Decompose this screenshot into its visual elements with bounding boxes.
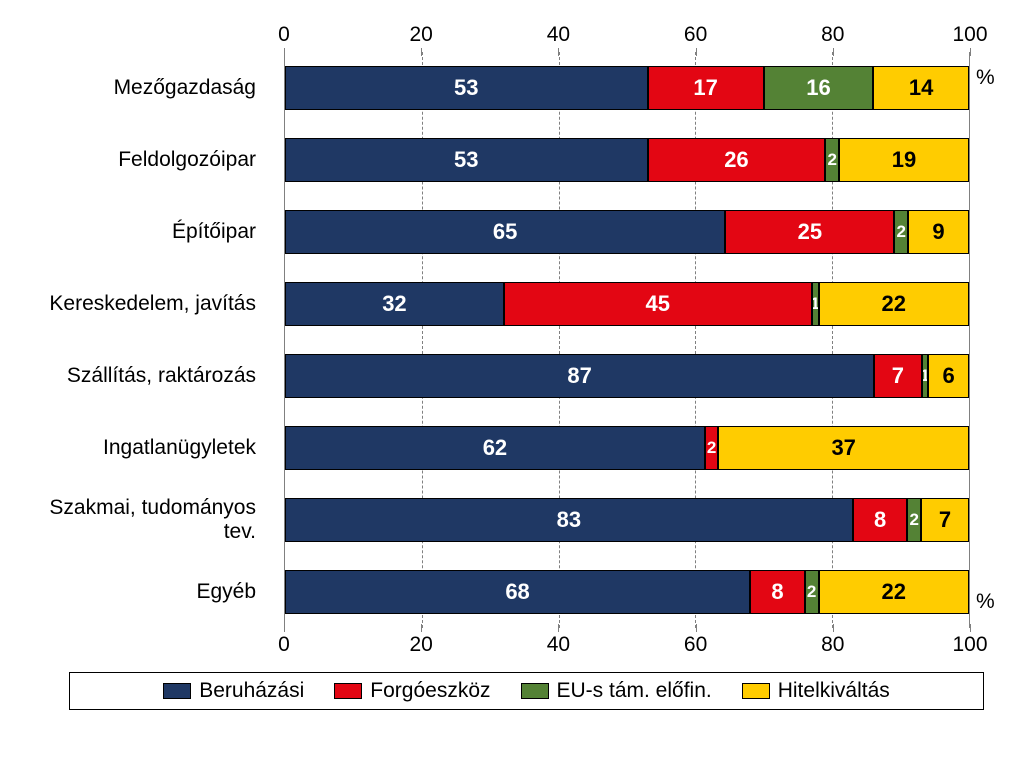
bar-row: 53171614 bbox=[285, 52, 969, 124]
bar-track: 652529 bbox=[285, 210, 969, 254]
category-label: Ingatlanügyletek bbox=[19, 412, 270, 484]
x-axis-top: 020406080100 % bbox=[19, 18, 1004, 52]
category-label: Kereskedelem, javítás bbox=[19, 268, 270, 340]
axis-tick-label: 40 bbox=[547, 633, 570, 657]
legend-label: Hitelkiváltás bbox=[778, 679, 890, 703]
bar-segment: 1 bbox=[922, 354, 929, 398]
bar-segment: 14 bbox=[873, 66, 969, 110]
bar-segment: 2 bbox=[805, 570, 819, 614]
bar-segment: 8 bbox=[853, 498, 908, 542]
bar-segment: 2 bbox=[907, 498, 921, 542]
percent-label-bottom: % bbox=[976, 590, 995, 614]
bar-segment: 53 bbox=[285, 66, 648, 110]
bar-segment: 68 bbox=[285, 570, 750, 614]
bar-segment: 7 bbox=[921, 498, 969, 542]
axis-tick-label: 20 bbox=[410, 23, 433, 47]
bar-row: 83827 bbox=[285, 484, 969, 556]
axis-tick-label: 100 bbox=[952, 633, 987, 657]
category-label: Építőipar bbox=[19, 196, 270, 268]
bar-segment: 53 bbox=[285, 138, 648, 182]
category-label: Szállítás, raktározás bbox=[19, 340, 270, 412]
axis-tick-label: 0 bbox=[278, 633, 290, 657]
bar-segment: 22 bbox=[819, 282, 969, 326]
legend-label: EU-s tám. előfin. bbox=[557, 679, 712, 703]
legend-swatch bbox=[334, 683, 362, 699]
bar-segment: 65 bbox=[285, 210, 725, 254]
axis-tick-label: 0 bbox=[278, 23, 290, 47]
bar-track: 62237 bbox=[285, 426, 969, 470]
axis-tick-label: 60 bbox=[684, 23, 707, 47]
bar-segment: 9 bbox=[908, 210, 969, 254]
bar-segment: 8 bbox=[750, 570, 805, 614]
bar-segment: 87 bbox=[285, 354, 874, 398]
axis-tick-label: 60 bbox=[684, 633, 707, 657]
bar-segment: 25 bbox=[725, 210, 894, 254]
stacked-bar-chart: 020406080100 % MezőgazdaságFeldolgozóipa… bbox=[19, 18, 1004, 710]
bar-segment: 2 bbox=[705, 426, 719, 470]
bar-segment: 22 bbox=[819, 570, 969, 614]
legend: Beruházási Forgóeszköz EU-s tám. előfin. Hi… bbox=[69, 672, 984, 710]
bar-track: 688222 bbox=[285, 570, 969, 614]
bar-segment: 26 bbox=[648, 138, 826, 182]
plot-region: MezőgazdaságFeldolgozóiparÉpítőiparKeres… bbox=[19, 52, 1004, 628]
category-label: Feldolgozóipar bbox=[19, 124, 270, 196]
bar-segment: 19 bbox=[839, 138, 969, 182]
bar-track: 53171614 bbox=[285, 66, 969, 110]
bar-track: 3245122 bbox=[285, 282, 969, 326]
bar-segment: 7 bbox=[874, 354, 921, 398]
bar-segment: 45 bbox=[504, 282, 812, 326]
bar-segment: 16 bbox=[764, 66, 873, 110]
legend-item: Hitelkiváltás bbox=[742, 679, 890, 703]
bar-row: 62237 bbox=[285, 412, 969, 484]
bar-segment: 62 bbox=[285, 426, 705, 470]
bar-row: 3245122 bbox=[285, 268, 969, 340]
legend-row: Beruházási Forgóeszköz EU-s tám. előfin. Hi… bbox=[19, 662, 1004, 710]
bar-segment: 37 bbox=[718, 426, 969, 470]
legend-item: EU-s tám. előfin. bbox=[521, 679, 712, 703]
bar-segment: 2 bbox=[894, 210, 908, 254]
legend-label: Beruházási bbox=[199, 679, 304, 703]
legend-item: Forgóeszköz bbox=[334, 679, 490, 703]
category-label: Szakmai, tudományos tev. bbox=[19, 484, 270, 556]
bar-segment: 2 bbox=[825, 138, 839, 182]
bar-track: 87716 bbox=[285, 354, 969, 398]
bar-segment: 32 bbox=[285, 282, 504, 326]
legend-label: Forgóeszköz bbox=[370, 679, 490, 703]
bar-segment: 17 bbox=[648, 66, 764, 110]
bar-row: 87716 bbox=[285, 340, 969, 412]
bar-row: 652529 bbox=[285, 196, 969, 268]
category-label: Egyéb bbox=[19, 556, 270, 628]
bar-track: 83827 bbox=[285, 498, 969, 542]
legend-item: Beruházási bbox=[163, 679, 304, 703]
axis-tick-label: 20 bbox=[410, 633, 433, 657]
legend-swatch bbox=[163, 683, 191, 699]
x-axis-bottom: 0 20 40 60 80 100 bbox=[19, 628, 1004, 662]
axis-tick-label: 80 bbox=[821, 633, 844, 657]
bar-row: 5326219 bbox=[285, 124, 969, 196]
legend-swatch bbox=[521, 683, 549, 699]
bar-track: 5326219 bbox=[285, 138, 969, 182]
legend-swatch bbox=[742, 683, 770, 699]
bar-segment: 1 bbox=[812, 282, 819, 326]
axis-tick-label: 40 bbox=[547, 23, 570, 47]
axis-tick-label: 80 bbox=[821, 23, 844, 47]
bar-segment: 83 bbox=[285, 498, 853, 542]
bar-segment: 6 bbox=[928, 354, 969, 398]
category-label: Mezőgazdaság bbox=[19, 52, 270, 124]
bar-row: 688222 bbox=[285, 556, 969, 628]
